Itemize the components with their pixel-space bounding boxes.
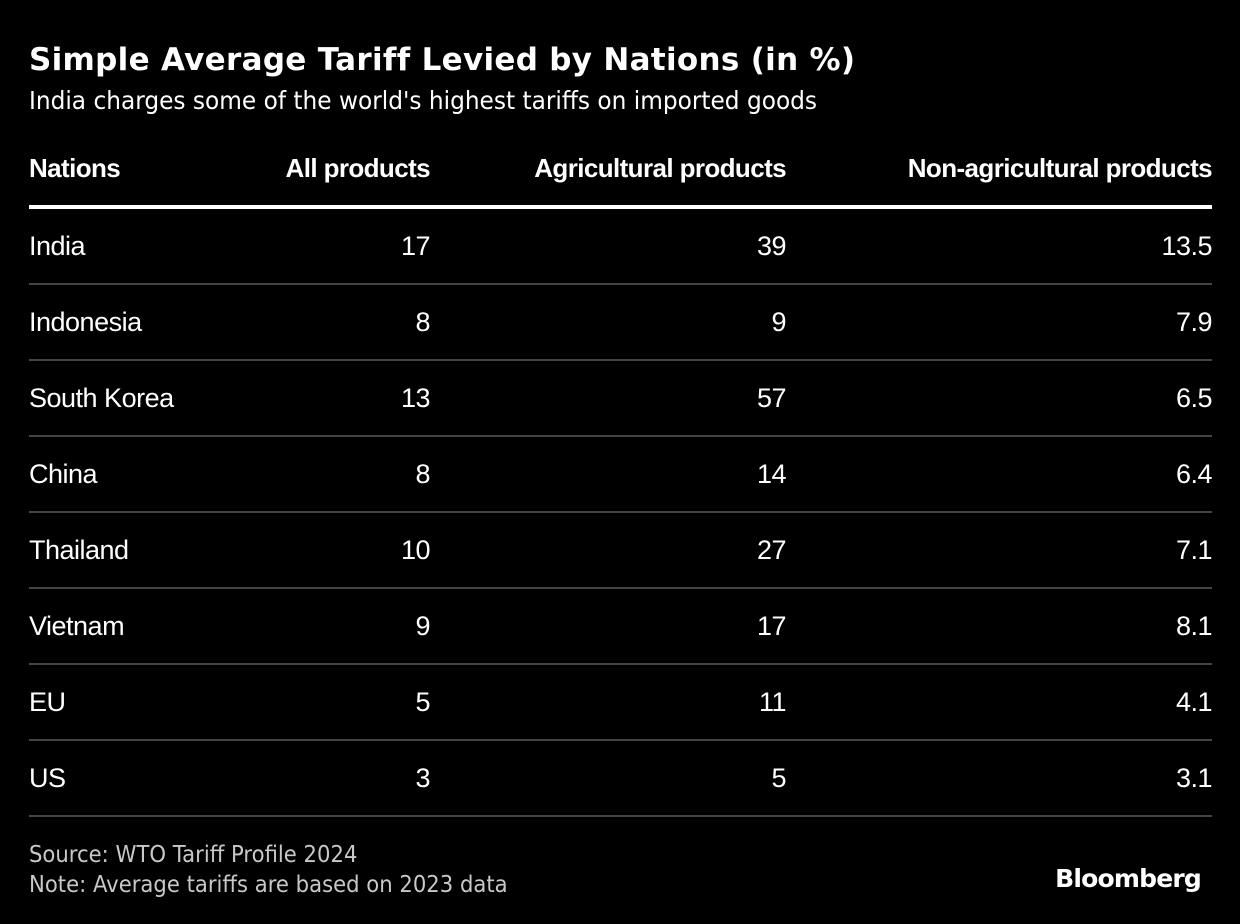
- cell-agricultural: 57: [756, 383, 787, 413]
- column-header-agricultural: Agricultural products: [534, 153, 786, 183]
- cell-agricultural: 9: [771, 307, 786, 337]
- cell-all-products: 3: [415, 763, 430, 793]
- bloomberg-logo: Bloomberg: [1055, 864, 1202, 893]
- cell-nation: India: [29, 231, 86, 261]
- cell-all-products: 8: [415, 459, 430, 489]
- cell-all-products: 13: [400, 383, 431, 413]
- cell-nation: Thailand: [29, 535, 129, 565]
- table-body: India 17 39 13.5 Indonesia 8 9 7.9 South Korea 13…: [29, 209, 1213, 817]
- table-row: EU 5 11 4.1: [29, 665, 1213, 741]
- table-row: US 3 5 3.1: [29, 741, 1213, 817]
- table-header: Nations All products Agricultural produc…: [29, 140, 1213, 209]
- cell-all-products: 17: [400, 231, 431, 261]
- cell-non-agricultural: 13.5: [1161, 231, 1212, 261]
- chart-subtitle: India charges some of the world's highes…: [29, 86, 818, 115]
- chart-footer: Source: WTO Tariff Profile 2024 Note: Av…: [29, 840, 508, 900]
- cell-nation: EU: [29, 687, 66, 717]
- cell-agricultural: 27: [756, 535, 787, 565]
- cell-non-agricultural: 8.1: [1175, 611, 1213, 641]
- source-note: Source: WTO Tariff Profile 2024: [29, 842, 358, 868]
- table-row: Thailand 10 27 7.1: [29, 513, 1213, 589]
- tariff-table: Nations All products Agricultural produc…: [29, 140, 1213, 817]
- cell-agricultural: 14: [756, 459, 787, 489]
- cell-agricultural: 5: [771, 763, 786, 793]
- cell-agricultural: 11: [758, 687, 787, 717]
- table-row: India 17 39 13.5: [29, 209, 1212, 285]
- column-header-non-agricultural: Non-agricultural products: [907, 153, 1213, 183]
- cell-all-products: 8: [415, 307, 430, 337]
- cell-all-products: 5: [415, 687, 430, 717]
- cell-non-agricultural: 7.9: [1175, 307, 1213, 337]
- cell-non-agricultural: 3.1: [1175, 763, 1213, 793]
- cell-nation: US: [29, 763, 66, 793]
- cell-agricultural: 17: [756, 611, 787, 641]
- cell-non-agricultural: 6.5: [1175, 383, 1213, 413]
- cell-agricultural: 39: [756, 231, 787, 261]
- cell-nation: Indonesia: [29, 307, 142, 337]
- column-header-nations: Nations: [29, 153, 121, 183]
- table-row: China 8 14 6.4: [29, 437, 1213, 513]
- cell-non-agricultural: 6.4: [1175, 459, 1213, 489]
- chart-title: Simple Average Tariff Levied by Nations …: [29, 42, 856, 78]
- cell-nation: Vietnam: [29, 611, 125, 641]
- table-row: Vietnam 9 17 8.1: [29, 589, 1213, 665]
- column-header-all-products: All products: [285, 153, 431, 183]
- data-note: Note: Average tariffs are based on 2023 …: [29, 872, 508, 898]
- cell-nation: China: [29, 459, 98, 489]
- cell-non-agricultural: 4.1: [1175, 687, 1213, 717]
- table-row: South Korea 13 57 6.5: [29, 361, 1213, 437]
- cell-nation: South Korea: [29, 383, 174, 413]
- cell-all-products: 9: [415, 611, 430, 641]
- cell-non-agricultural: 7.1: [1175, 535, 1213, 565]
- table-row: Indonesia 8 9 7.9: [29, 285, 1213, 361]
- cell-all-products: 10: [400, 535, 431, 565]
